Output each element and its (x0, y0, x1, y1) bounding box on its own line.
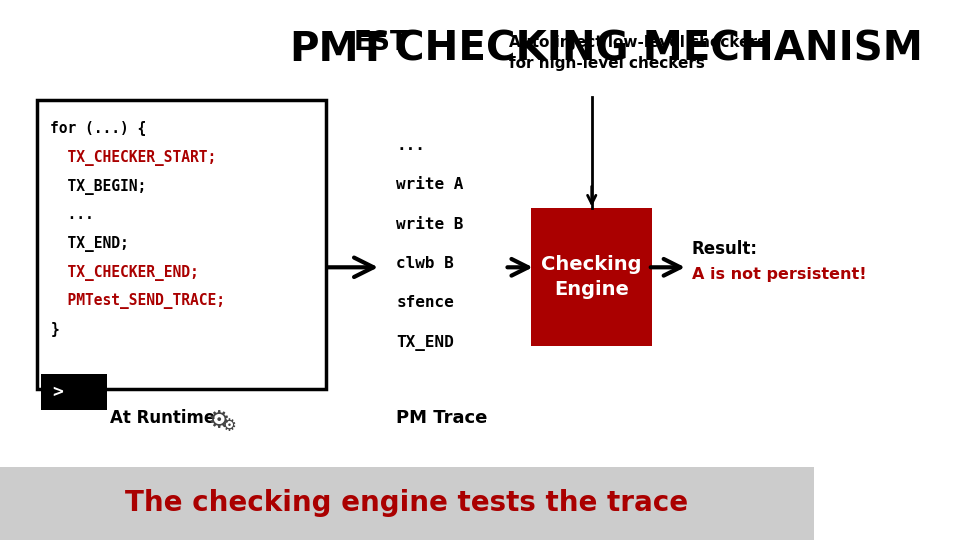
Text: EST: EST (354, 30, 409, 56)
Text: PM Trace: PM Trace (396, 409, 488, 427)
Text: TX_CHECKER_END;: TX_CHECKER_END; (51, 265, 200, 281)
FancyBboxPatch shape (0, 467, 814, 540)
Text: write A: write A (396, 177, 464, 192)
Text: The checking engine tests the trace: The checking engine tests the trace (126, 489, 688, 517)
Text: PMTest_SEND_TRACE;: PMTest_SEND_TRACE; (51, 293, 226, 309)
Text: for (...) {: for (...) { (51, 122, 147, 137)
Text: clwb B: clwb B (396, 256, 454, 271)
Text: TX_END: TX_END (396, 335, 454, 351)
Text: write B: write B (396, 217, 464, 232)
Text: Result:: Result: (692, 240, 757, 258)
Text: sfence: sfence (396, 295, 454, 310)
Text: TX_BEGIN;: TX_BEGIN; (51, 179, 147, 195)
Text: ⚙: ⚙ (222, 417, 236, 435)
Text: }: } (51, 322, 60, 337)
FancyBboxPatch shape (532, 208, 652, 346)
Text: PMT: PMT (289, 30, 386, 70)
Text: A is not persistent!: A is not persistent! (692, 267, 867, 282)
Text: TX_END;: TX_END; (51, 236, 130, 252)
Text: ⚙: ⚙ (207, 409, 230, 433)
Text: Auto inject low-level checkers
for high-level checkers: Auto inject low-level checkers for high-… (509, 35, 766, 71)
Text: At Runtime: At Runtime (109, 409, 215, 427)
Text: >: > (52, 382, 63, 401)
Text: Checking
Engine: Checking Engine (541, 255, 642, 299)
Text: CHECKING MECHANISM: CHECKING MECHANISM (381, 30, 923, 70)
FancyBboxPatch shape (36, 100, 325, 389)
Text: ...: ... (51, 207, 94, 222)
Text: TX_CHECKER_START;: TX_CHECKER_START; (51, 150, 217, 166)
Text: ...: ... (396, 138, 425, 153)
FancyBboxPatch shape (40, 374, 108, 410)
